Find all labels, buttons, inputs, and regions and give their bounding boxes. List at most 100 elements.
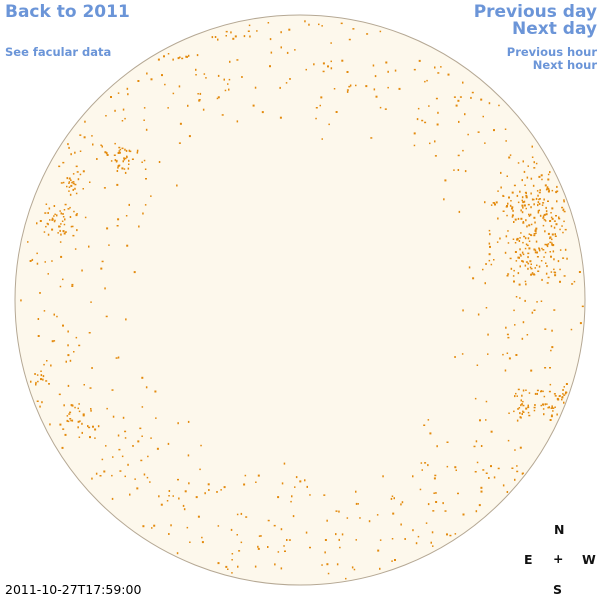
facula-point <box>555 223 558 226</box>
facula-point <box>517 201 520 204</box>
facula-point <box>47 223 49 226</box>
facula-point <box>228 88 230 91</box>
facula-point <box>510 267 513 270</box>
facula-point <box>549 241 552 244</box>
facula-point <box>553 220 556 222</box>
facula-point <box>53 313 55 316</box>
facula-point <box>549 367 551 369</box>
facula-point <box>562 231 564 234</box>
facula-point <box>44 212 47 214</box>
facula-point <box>561 396 564 399</box>
facula-point <box>458 120 460 123</box>
facula-point <box>230 528 233 531</box>
facula-point <box>101 260 104 263</box>
facula-point <box>71 285 74 287</box>
facula-point <box>30 380 32 383</box>
facula-point <box>537 210 540 212</box>
facula-point <box>535 240 538 243</box>
facula-point <box>534 267 536 269</box>
facula-point <box>428 105 430 107</box>
facula-point <box>446 465 449 468</box>
facula-point <box>515 296 518 298</box>
facula-point <box>502 210 505 212</box>
facula-point <box>64 203 67 206</box>
facula-point <box>172 495 174 497</box>
facula-point <box>70 225 73 228</box>
facula-point <box>535 232 537 234</box>
facula-point <box>543 395 546 398</box>
facula-point <box>72 181 75 183</box>
back-to-year-link[interactable]: Back to 2011 <box>5 2 130 22</box>
previous-hour-link[interactable]: Previous hour <box>506 45 597 59</box>
facula-point <box>485 419 487 421</box>
facula-point <box>522 260 524 263</box>
facula-point <box>78 403 80 405</box>
facula-point <box>563 200 565 203</box>
see-facular-data-link[interactable]: See facular data <box>5 45 112 59</box>
facula-point <box>471 91 474 94</box>
facula-point <box>60 233 62 236</box>
facula-point <box>488 259 491 262</box>
facula-point <box>177 478 179 481</box>
facula-point <box>136 487 139 490</box>
facula-point <box>144 168 147 170</box>
next-hour-link[interactable]: Next hour <box>532 58 597 72</box>
facula-point <box>75 336 78 339</box>
facula-point <box>238 550 241 552</box>
facula-point <box>128 159 130 162</box>
facula-point <box>418 59 421 62</box>
facula-point <box>554 406 556 408</box>
facula-point <box>244 474 247 477</box>
facula-point <box>137 80 140 82</box>
facula-point <box>412 529 414 532</box>
facula-point <box>91 367 93 369</box>
facula-point <box>91 477 93 480</box>
facula-point <box>571 283 574 285</box>
facula-point <box>493 476 496 479</box>
facula-point <box>489 233 491 236</box>
facula-point <box>39 220 42 222</box>
facula-point <box>74 406 76 409</box>
facula-point <box>563 394 566 396</box>
facula-point <box>146 476 149 479</box>
facula-point <box>291 495 293 498</box>
facula-point <box>47 212 49 214</box>
facula-point <box>536 190 539 192</box>
facula-point <box>67 143 69 146</box>
facula-point <box>366 33 369 35</box>
facula-point <box>516 470 519 473</box>
facula-point <box>556 413 558 416</box>
facula-point <box>563 220 565 223</box>
facula-point <box>511 214 514 217</box>
facula-point <box>509 154 512 156</box>
facula-point <box>322 70 325 73</box>
facula-point <box>79 420 81 422</box>
facula-point <box>498 104 500 107</box>
facula-point <box>474 397 477 400</box>
facula-point <box>129 493 131 496</box>
facula-point <box>321 25 323 27</box>
facula-point <box>508 357 511 360</box>
facula-point <box>431 531 434 534</box>
facula-point <box>217 525 220 527</box>
facula-point <box>524 184 526 186</box>
facula-point <box>551 207 554 210</box>
facula-point <box>398 87 401 90</box>
facula-point <box>243 483 246 486</box>
facula-point <box>520 399 522 402</box>
facula-point <box>472 277 475 280</box>
facula-point <box>546 265 548 268</box>
facula-point <box>475 510 478 513</box>
facula-point <box>72 234 75 237</box>
facula-point <box>60 255 63 258</box>
facula-point <box>149 481 151 483</box>
facula-point <box>110 160 113 162</box>
facula-point <box>524 237 527 240</box>
facula-point <box>523 411 525 413</box>
facula-point <box>493 259 495 261</box>
facula-point <box>437 111 439 114</box>
facula-point <box>462 81 464 84</box>
facula-point <box>40 378 42 381</box>
next-day-link[interactable]: Next day <box>512 19 597 39</box>
previous-day-link[interactable]: Previous day <box>473 2 597 22</box>
